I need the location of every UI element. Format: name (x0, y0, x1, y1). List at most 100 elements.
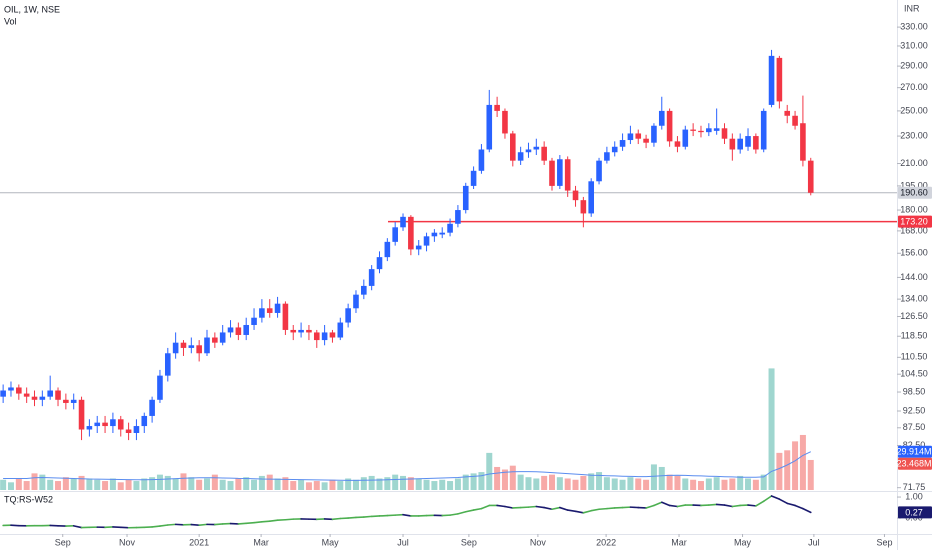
candle-body (180, 342, 187, 348)
volume-bar (509, 465, 516, 490)
volume-last-label: 23.468M (896, 459, 931, 469)
volume-bar (164, 475, 171, 490)
volume-bar (94, 479, 101, 490)
volume-last-label-box (898, 457, 932, 470)
volume-bar (133, 481, 140, 490)
x-tick-label: Mar (671, 537, 687, 547)
candle-body (353, 294, 359, 309)
x-tick-label: Jul (808, 537, 820, 547)
volume-bar (619, 479, 626, 490)
y-tick-label: 210.00 (900, 158, 928, 168)
y-tick-label: 310.00 (900, 40, 928, 50)
volume-bar (745, 478, 752, 490)
volume-bar (55, 481, 62, 490)
rs-line-segment (472, 507, 483, 511)
candle-body (125, 429, 132, 433)
volume-bar (15, 478, 22, 490)
candle-body (557, 159, 563, 186)
candle-body (611, 146, 618, 153)
candle-body (517, 152, 524, 161)
candle-body (658, 110, 665, 126)
hline-label: 173.20 (900, 217, 928, 227)
x-tick-label: Mar (253, 537, 269, 547)
volume-bar (227, 481, 234, 490)
candle-body (243, 324, 250, 335)
hline-label-box (898, 215, 932, 228)
candle-body (768, 55, 775, 105)
rs-line-segment (237, 522, 248, 525)
candle-body (368, 269, 375, 286)
volume-bar (431, 481, 438, 490)
candle-body (219, 332, 226, 343)
volume-bar (627, 477, 634, 490)
rs-label: TQ:RS-W52 (4, 494, 53, 504)
candle-body (439, 232, 446, 235)
candle-body (149, 399, 155, 416)
y-tick-label: 134.00 (900, 294, 928, 304)
candle-body (361, 285, 367, 295)
candle-body (376, 257, 383, 270)
y-tick-label: 82.50 (903, 440, 926, 450)
volume-bar (392, 474, 399, 490)
rs-line-segment (480, 504, 491, 510)
volume-bar (109, 478, 116, 490)
last-price-label-box (898, 186, 932, 199)
rs-last-label: 0.27 (905, 507, 923, 517)
volume-bar (541, 475, 548, 490)
candle-body (533, 146, 540, 150)
volume-bar (439, 479, 446, 490)
volume-bar (564, 478, 571, 490)
candle-body (580, 200, 587, 214)
volume-bar (768, 368, 775, 490)
volume-bar (549, 474, 555, 490)
volume-bar (650, 464, 657, 490)
volume-bar (674, 475, 681, 490)
rs-line-segment (653, 501, 663, 507)
rs-line-segment (159, 524, 169, 527)
volume-bar (78, 475, 85, 490)
x-tick-label: Sep (55, 537, 71, 547)
volume-bar (525, 477, 532, 490)
candle-body (431, 232, 438, 237)
volume-bar (752, 479, 759, 490)
volume-bar (360, 477, 367, 490)
volume-bar (219, 479, 226, 490)
candle-body (196, 345, 202, 354)
volume-bar (658, 466, 665, 490)
rs-line-segment (551, 506, 561, 511)
rs-line-segment (574, 510, 585, 514)
candle-body (721, 128, 728, 139)
rs-line-segment (268, 519, 279, 523)
candle-body (415, 245, 422, 250)
rs-line-segment (190, 523, 200, 527)
volume-bar (447, 481, 454, 490)
candle-body (337, 322, 344, 338)
candle-body (666, 110, 673, 142)
volume-bar (407, 477, 414, 490)
candle-body (800, 123, 806, 161)
candle-body (643, 138, 649, 143)
rs-line-segment (347, 516, 357, 519)
rs-line-segment (606, 507, 616, 510)
volume-bar (690, 479, 697, 490)
rs-line-segment (527, 505, 538, 508)
volume-bar (180, 473, 187, 490)
candle-body (63, 399, 69, 403)
volume-bar (423, 479, 430, 490)
y-tick-label: 98.50 (903, 386, 926, 396)
y-tick-label: 230.00 (900, 130, 928, 140)
volume-bar (23, 481, 30, 490)
x-tick-label: Sep (461, 537, 477, 547)
candle-body (596, 160, 602, 182)
volume-bar (172, 478, 179, 490)
rs-line-segment (464, 509, 475, 513)
rs-line-segment (457, 510, 467, 515)
candle-body (251, 317, 257, 325)
marks (0, 49, 897, 529)
candle-body (549, 160, 555, 186)
y-tick-label: 290.00 (900, 60, 928, 70)
candle-body (70, 399, 77, 403)
volume-bar (611, 478, 618, 490)
candle-body (807, 160, 814, 193)
volume-bar (501, 469, 508, 490)
